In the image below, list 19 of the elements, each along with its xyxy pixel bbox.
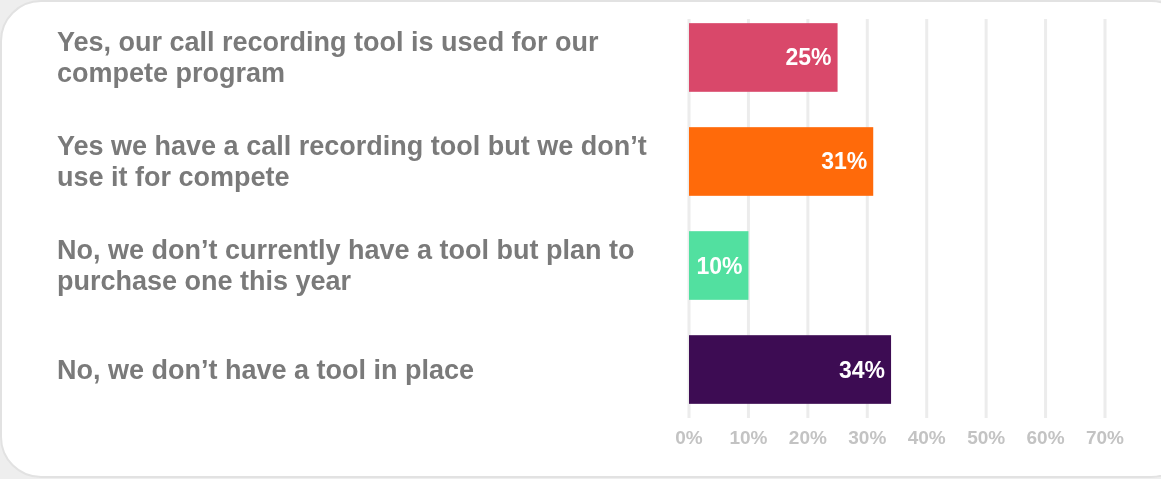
x-tick-label: 10%	[729, 427, 768, 448]
data-label: 31%	[821, 148, 868, 175]
y-tick-label: No, we don’t currently have a tool but plan to purchase one this year	[57, 235, 635, 297]
data-label: 10%	[696, 252, 743, 279]
x-tick-label: 60%	[1026, 427, 1065, 448]
data-label: 34%	[839, 356, 886, 383]
data-label: 25%	[785, 44, 832, 71]
y-tick-label: No, we don’t have a tool in place	[57, 354, 475, 385]
y-tick-label: Yes we have a call recording tool but we don’t use it for compete	[57, 130, 647, 192]
x-tick-label: 70%	[1085, 427, 1125, 448]
bar	[689, 335, 892, 404]
x-tick-label: 50%	[967, 427, 1006, 448]
bar	[689, 127, 874, 196]
bar	[689, 23, 838, 92]
y-tick-label: Yes, our call recording tool is used for our compete program	[57, 26, 600, 88]
x-tick-label: 20%	[788, 427, 827, 448]
x-tick-label: 0%	[675, 427, 703, 448]
x-tick-label: 40%	[907, 427, 946, 448]
x-tick-label: 30%	[848, 427, 887, 448]
